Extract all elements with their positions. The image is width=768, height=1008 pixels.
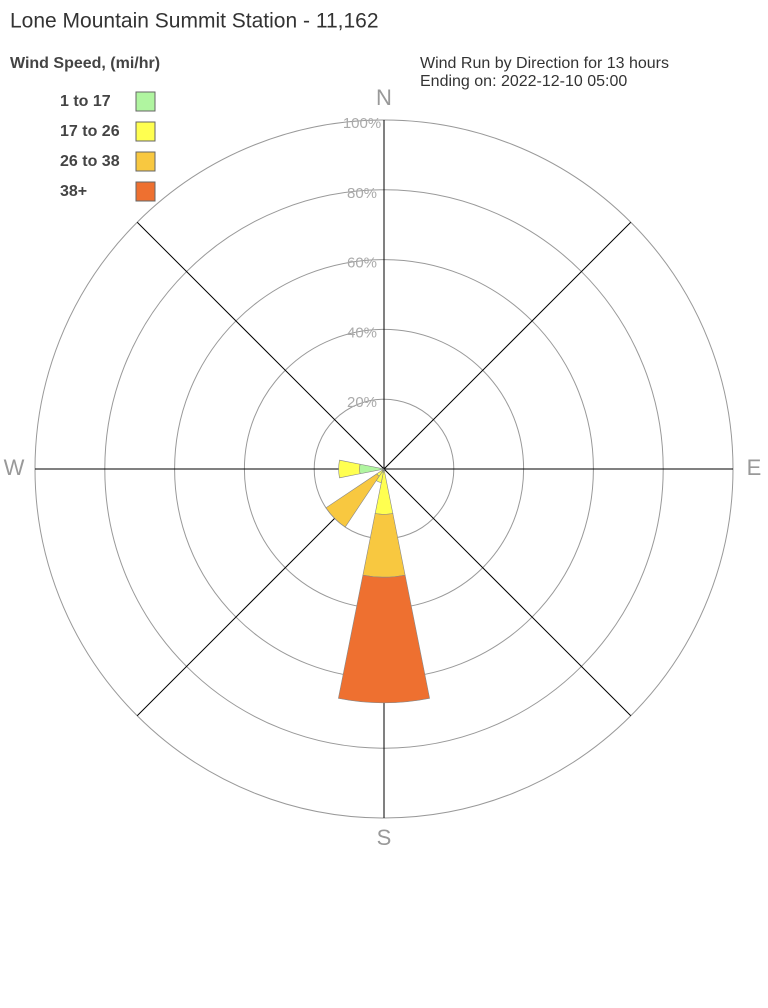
rose-segment	[362, 513, 406, 578]
legend-swatch	[135, 151, 156, 172]
compass-label: E	[747, 455, 762, 480]
compass-label: W	[4, 455, 25, 480]
rose-segment	[325, 473, 380, 528]
legend-swatch	[135, 91, 156, 112]
subtitle: Ending on: 2022-12-10 05:00	[420, 73, 627, 90]
ring-label: 100%	[343, 115, 381, 132]
legend-swatch	[135, 181, 156, 202]
subtitle: Wind Run by Direction for 13 hours	[420, 55, 669, 72]
compass-label: S	[377, 825, 392, 850]
ring-label: 40%	[347, 324, 377, 341]
rose-segment	[338, 459, 361, 479]
compass-label: N	[376, 85, 392, 110]
ring-label: 80%	[347, 185, 377, 202]
legend-label: 17 to 26	[60, 123, 120, 140]
chart-title: Lone Mountain Summit Station - 11,162	[10, 10, 379, 33]
legend-label: 38+	[60, 183, 87, 200]
rose-segment	[338, 574, 430, 704]
ring-label: 20%	[347, 394, 377, 411]
legend-label: 26 to 38	[60, 153, 120, 170]
legend-swatch	[135, 121, 156, 142]
legend-label: 1 to 17	[60, 93, 111, 110]
ring-label: 60%	[347, 255, 377, 272]
legend-title: Wind Speed, (mi/hr)	[10, 55, 160, 72]
